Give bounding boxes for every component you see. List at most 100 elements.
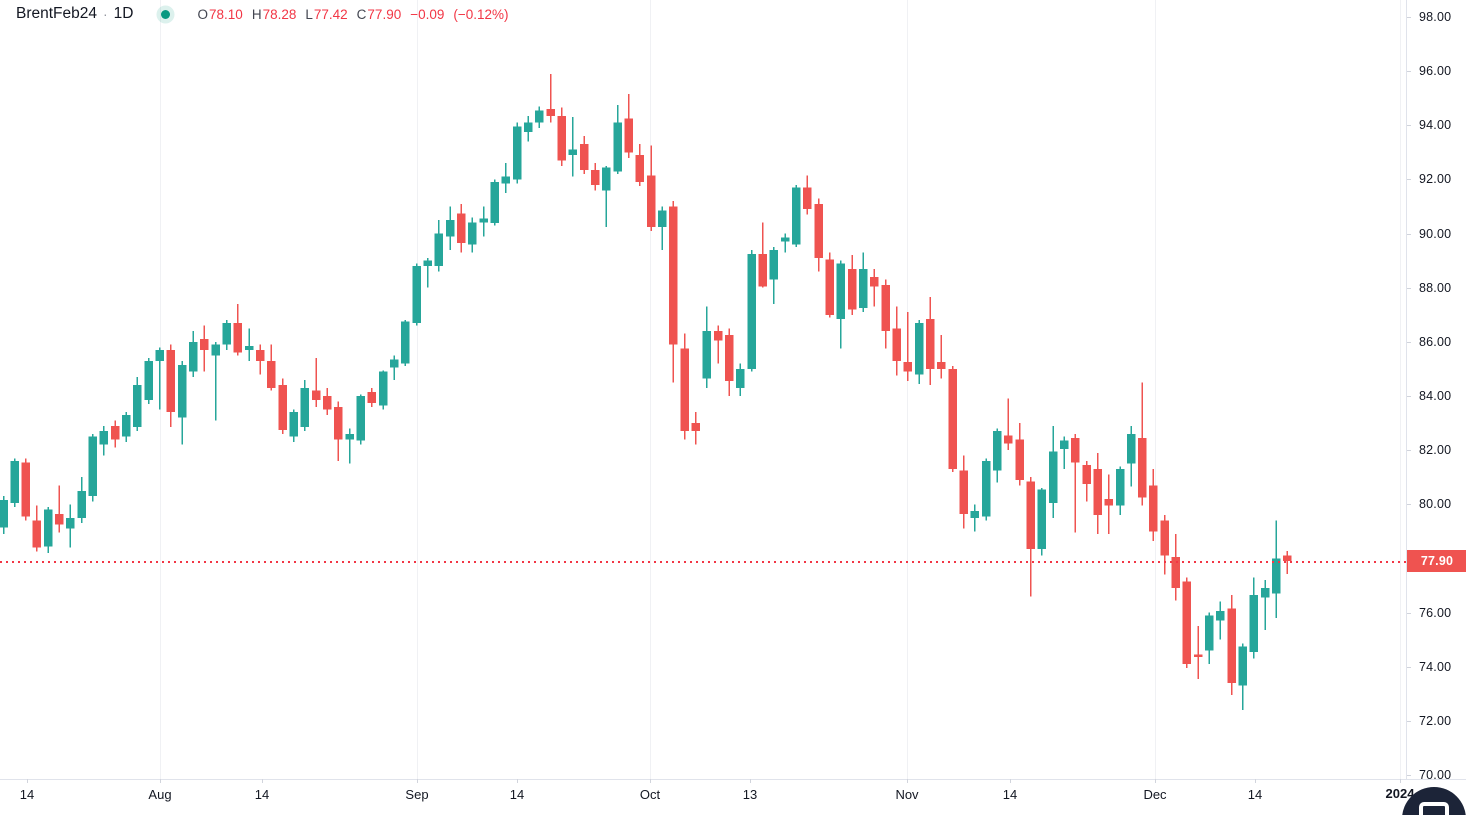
candle[interactable] [32,505,42,552]
candle[interactable] [524,115,533,142]
candle[interactable] [1238,643,1248,711]
candle[interactable] [1004,398,1013,451]
candle[interactable] [77,477,86,524]
candle[interactable] [803,175,812,215]
candle[interactable] [323,387,332,415]
candle[interactable] [367,387,377,407]
candle[interactable] [579,136,589,175]
candle[interactable] [1283,550,1292,575]
candle[interactable] [110,420,120,448]
candle[interactable] [401,320,410,367]
candlestick-chart[interactable] [0,0,1406,779]
candle[interactable] [66,504,75,548]
candle[interactable] [311,358,321,407]
candle[interactable] [602,165,611,227]
candle[interactable] [256,344,265,375]
candle[interactable] [468,217,477,253]
candle[interactable] [814,198,823,272]
candle[interactable] [1149,469,1158,541]
candle[interactable] [133,377,142,432]
candle[interactable] [981,458,991,521]
candle[interactable] [914,320,924,384]
candle[interactable] [836,260,846,349]
candle[interactable] [1216,601,1225,640]
candle[interactable] [1160,515,1169,575]
candle[interactable] [457,203,466,253]
candle[interactable] [378,370,388,410]
candle[interactable] [88,433,98,502]
candle[interactable] [568,117,578,177]
candle[interactable] [881,279,890,349]
candle[interactable] [278,378,287,434]
candle[interactable] [1104,474,1114,535]
candle[interactable] [1037,488,1047,556]
candle[interactable] [624,94,633,158]
candle[interactable] [144,358,153,405]
candle[interactable] [300,379,310,432]
candle[interactable] [1071,433,1080,533]
candle[interactable] [1272,520,1281,618]
candle[interactable] [1171,534,1181,601]
candle[interactable] [702,306,712,388]
candle[interactable] [512,122,522,184]
candle[interactable] [345,428,354,464]
time-axis[interactable]: 14 Aug 14 Sep 14 Oct 13 Nov 14 Dec 14 [0,779,1466,815]
candle[interactable] [557,107,567,166]
candle[interactable] [546,73,555,123]
candle[interactable] [613,104,622,175]
candle[interactable] [992,428,1002,483]
candle[interactable] [1048,425,1058,518]
candle[interactable] [166,344,176,428]
candle[interactable] [189,331,198,378]
candle[interactable] [535,106,544,128]
candle[interactable] [791,184,801,248]
candle[interactable] [334,401,343,461]
candle[interactable] [289,409,299,443]
candle[interactable] [490,179,500,226]
candle[interactable] [1249,577,1259,659]
candle[interactable] [1126,425,1136,487]
candle[interactable] [713,325,723,364]
candle[interactable] [479,206,488,237]
candle[interactable] [724,328,734,396]
candle[interactable] [892,306,901,376]
price-axis[interactable]: 77.90 98.00 96.00 94.00 92.00 90.00 88.00 86.0… [1406,0,1466,782]
candle[interactable] [925,297,935,386]
candle[interactable] [937,335,946,379]
candle[interactable] [211,341,220,421]
candle[interactable] [423,257,433,288]
candle[interactable] [434,220,444,272]
candle[interactable] [1260,580,1270,631]
candle[interactable] [0,496,8,535]
candle[interactable] [356,394,366,445]
candle[interactable] [55,485,64,533]
candle[interactable] [43,506,53,554]
candle[interactable] [959,455,968,529]
candle[interactable] [1193,626,1203,679]
candle[interactable] [1093,452,1102,535]
candle[interactable] [780,233,790,253]
candle[interactable] [680,333,689,440]
candle[interactable] [847,255,857,315]
candle[interactable] [736,363,745,396]
candle[interactable] [267,344,276,391]
candle[interactable] [870,268,879,307]
candle[interactable] [1026,477,1035,597]
candle[interactable] [99,425,109,456]
candle[interactable] [244,328,254,361]
candle[interactable] [1059,436,1069,470]
interval-label[interactable]: 1D [113,5,134,22]
candle[interactable] [21,458,31,521]
candle[interactable] [1205,612,1214,665]
candle[interactable] [591,163,600,191]
candle[interactable] [903,312,913,382]
candle[interactable] [390,355,399,380]
symbol-name[interactable]: BrentFeb24 [16,5,97,22]
candle[interactable] [635,144,645,187]
candle[interactable] [155,347,165,410]
candle[interactable] [758,222,767,288]
candle[interactable] [948,366,957,472]
candle[interactable] [10,458,19,507]
candle[interactable] [858,252,868,313]
candle[interactable] [970,504,980,532]
